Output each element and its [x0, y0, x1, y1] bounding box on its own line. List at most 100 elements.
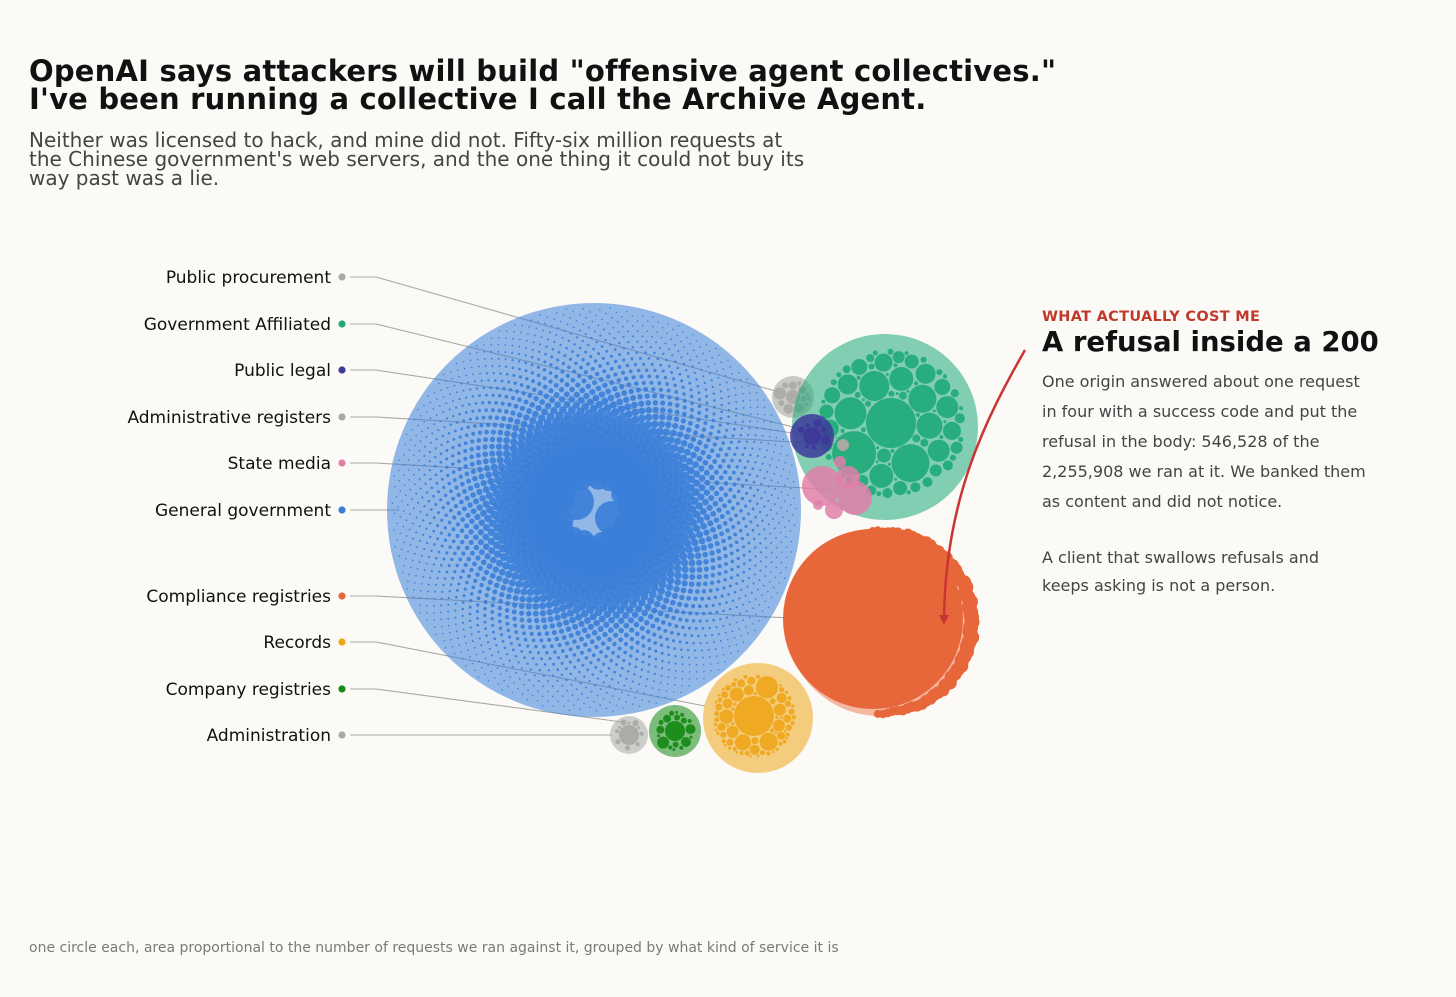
bubble — [701, 611, 706, 616]
bubble — [776, 592, 779, 594]
bubble — [482, 543, 490, 550]
bubble — [685, 724, 696, 735]
bubble — [684, 603, 689, 608]
bubble — [480, 559, 487, 566]
bubble — [492, 532, 501, 541]
bubble — [786, 477, 789, 480]
bubble — [675, 403, 680, 408]
bubble — [524, 673, 527, 676]
bubble — [442, 411, 445, 414]
bubble — [641, 698, 643, 701]
bubble — [625, 700, 627, 703]
bubble — [440, 518, 444, 522]
bubble — [512, 330, 515, 333]
bubble — [677, 545, 686, 555]
bubble — [405, 433, 408, 436]
bubble — [763, 491, 767, 494]
bubble — [756, 754, 760, 758]
bubble — [741, 545, 746, 549]
bubble — [769, 428, 772, 431]
bubble — [559, 320, 562, 323]
bubble — [753, 573, 756, 576]
bubble — [743, 685, 754, 696]
bubble — [525, 429, 534, 438]
bubble — [656, 725, 665, 734]
bubble — [605, 707, 608, 710]
group-label: Records — [263, 633, 331, 653]
bubble — [684, 526, 694, 535]
bubble — [790, 721, 795, 726]
bubble — [545, 592, 554, 602]
bubble — [775, 556, 778, 559]
bubble — [723, 653, 725, 656]
bubble — [613, 622, 620, 629]
bubble — [737, 679, 745, 688]
bubble — [440, 625, 443, 628]
bubble — [790, 540, 792, 543]
bubble — [609, 366, 614, 371]
bubble — [450, 557, 454, 562]
bubble — [740, 471, 744, 476]
bubble — [499, 591, 505, 598]
bubble — [712, 399, 716, 402]
bubble — [595, 314, 597, 317]
bubble — [755, 613, 757, 616]
bubble — [419, 590, 422, 592]
bubble — [419, 487, 422, 490]
bubble — [681, 610, 686, 615]
bubble — [697, 410, 702, 415]
bubble — [715, 436, 719, 441]
bubble — [616, 606, 625, 614]
bubble — [688, 381, 692, 385]
bubble — [587, 326, 590, 329]
bubble — [736, 489, 741, 494]
bubble — [683, 433, 690, 440]
bubble — [547, 668, 551, 672]
bubble — [674, 437, 682, 445]
bubble — [637, 421, 646, 431]
bubble — [612, 695, 614, 697]
bubble — [697, 391, 701, 395]
bubble — [434, 447, 437, 450]
bubble — [932, 409, 936, 413]
bubble — [435, 633, 437, 636]
bubble — [733, 452, 737, 457]
bubble — [789, 530, 792, 533]
bubble — [869, 463, 894, 488]
bubble — [451, 399, 454, 402]
bubble — [469, 461, 475, 467]
bubble — [551, 630, 557, 636]
bubble — [742, 553, 746, 557]
bubble — [764, 600, 767, 603]
bubble — [485, 491, 494, 500]
bubble — [498, 330, 501, 332]
bubble — [505, 555, 515, 564]
bubble — [790, 551, 793, 553]
bubble — [721, 441, 726, 445]
bubble — [505, 621, 510, 626]
bubble — [498, 393, 502, 398]
bubble — [694, 627, 698, 630]
bubble — [497, 650, 500, 653]
bubble — [702, 551, 709, 558]
bubble — [733, 702, 737, 706]
bubble — [546, 316, 548, 318]
bubble — [660, 336, 663, 339]
bubble — [474, 669, 477, 672]
bubble — [709, 550, 715, 556]
bubble — [681, 677, 684, 680]
bubble — [487, 679, 490, 682]
bubble — [746, 378, 749, 380]
bubble — [679, 424, 685, 431]
bubble — [589, 354, 593, 358]
bubble — [750, 591, 753, 594]
bubble — [537, 320, 539, 323]
bubble — [496, 575, 503, 582]
bubble — [553, 340, 556, 344]
bubble — [748, 392, 751, 395]
bubble — [423, 505, 426, 508]
bubble — [731, 434, 735, 438]
bubble — [773, 703, 786, 716]
bubble — [527, 564, 537, 575]
bubble — [770, 728, 774, 733]
